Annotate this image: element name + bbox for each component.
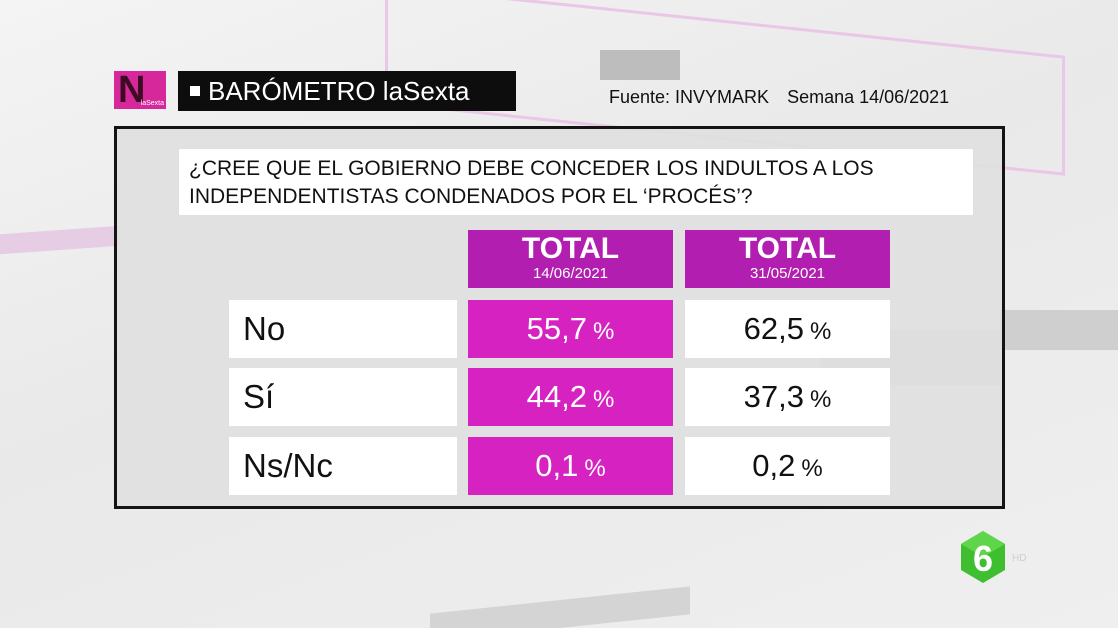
percent-sign: % (801, 455, 823, 482)
cell-value: 0,1 (535, 448, 579, 483)
svg-text:6: 6 (973, 538, 993, 579)
source-line: Fuente: INVYMARK Semana 14/06/2021 (609, 87, 999, 108)
cell-value: 62,5 (743, 311, 804, 346)
cell-nsnc-previous: 0,2% (685, 437, 890, 495)
cell-value: 37,3 (743, 379, 804, 414)
column-header-label: TOTAL (521, 232, 620, 265)
lasexta-noticias-logo: N laSexta (114, 69, 166, 111)
cell-no-current: 55,7% (468, 300, 673, 358)
cell-value: 55,7 (526, 311, 587, 346)
logo-letter: N (118, 69, 145, 111)
barometer-title: BARÓMETRO laSexta (178, 71, 516, 111)
channel-hd-label: HD (1012, 553, 1027, 564)
row-label-no: No (229, 300, 457, 358)
column-header-previous: TOTAL 31/05/2021 (685, 230, 890, 288)
cell-no-previous: 62,5% (685, 300, 890, 358)
six-logo-icon: 6 (958, 529, 1008, 585)
percent-sign: % (810, 386, 832, 413)
survey-question: ¿CREE QUE EL GOBIERNO DEBE CONCEDER LOS … (179, 149, 973, 215)
column-header-date: 14/06/2021 (532, 265, 609, 282)
column-header-label: TOTAL (738, 232, 837, 265)
cell-value: 0,2 (752, 448, 796, 483)
row-label-nsnc: Ns/Nc (229, 437, 457, 495)
cell-value: 44,2 (526, 379, 587, 414)
background-block (600, 50, 680, 80)
results-panel: ¿CREE QUE EL GOBIERNO DEBE CONCEDER LOS … (114, 126, 1005, 509)
source-text: Fuente: INVYMARK (609, 87, 770, 107)
column-header-current: TOTAL 14/06/2021 (468, 230, 673, 288)
row-label-si: Sí (229, 368, 457, 426)
percent-sign: % (810, 318, 832, 345)
cell-nsnc-current: 0,1% (468, 437, 673, 495)
cell-si-previous: 37,3% (685, 368, 890, 426)
square-bullet-icon (190, 86, 200, 96)
percent-sign: % (593, 318, 615, 345)
percent-sign: % (584, 455, 606, 482)
background-block (1000, 310, 1118, 350)
logo-sub: laSexta (140, 100, 164, 107)
barometer-title-text: BARÓMETRO laSexta (208, 75, 470, 106)
cell-si-current: 44,2% (468, 368, 673, 426)
week-text: Semana 14/06/2021 (787, 87, 950, 107)
column-header-date: 31/05/2021 (749, 265, 826, 282)
percent-sign: % (593, 386, 615, 413)
